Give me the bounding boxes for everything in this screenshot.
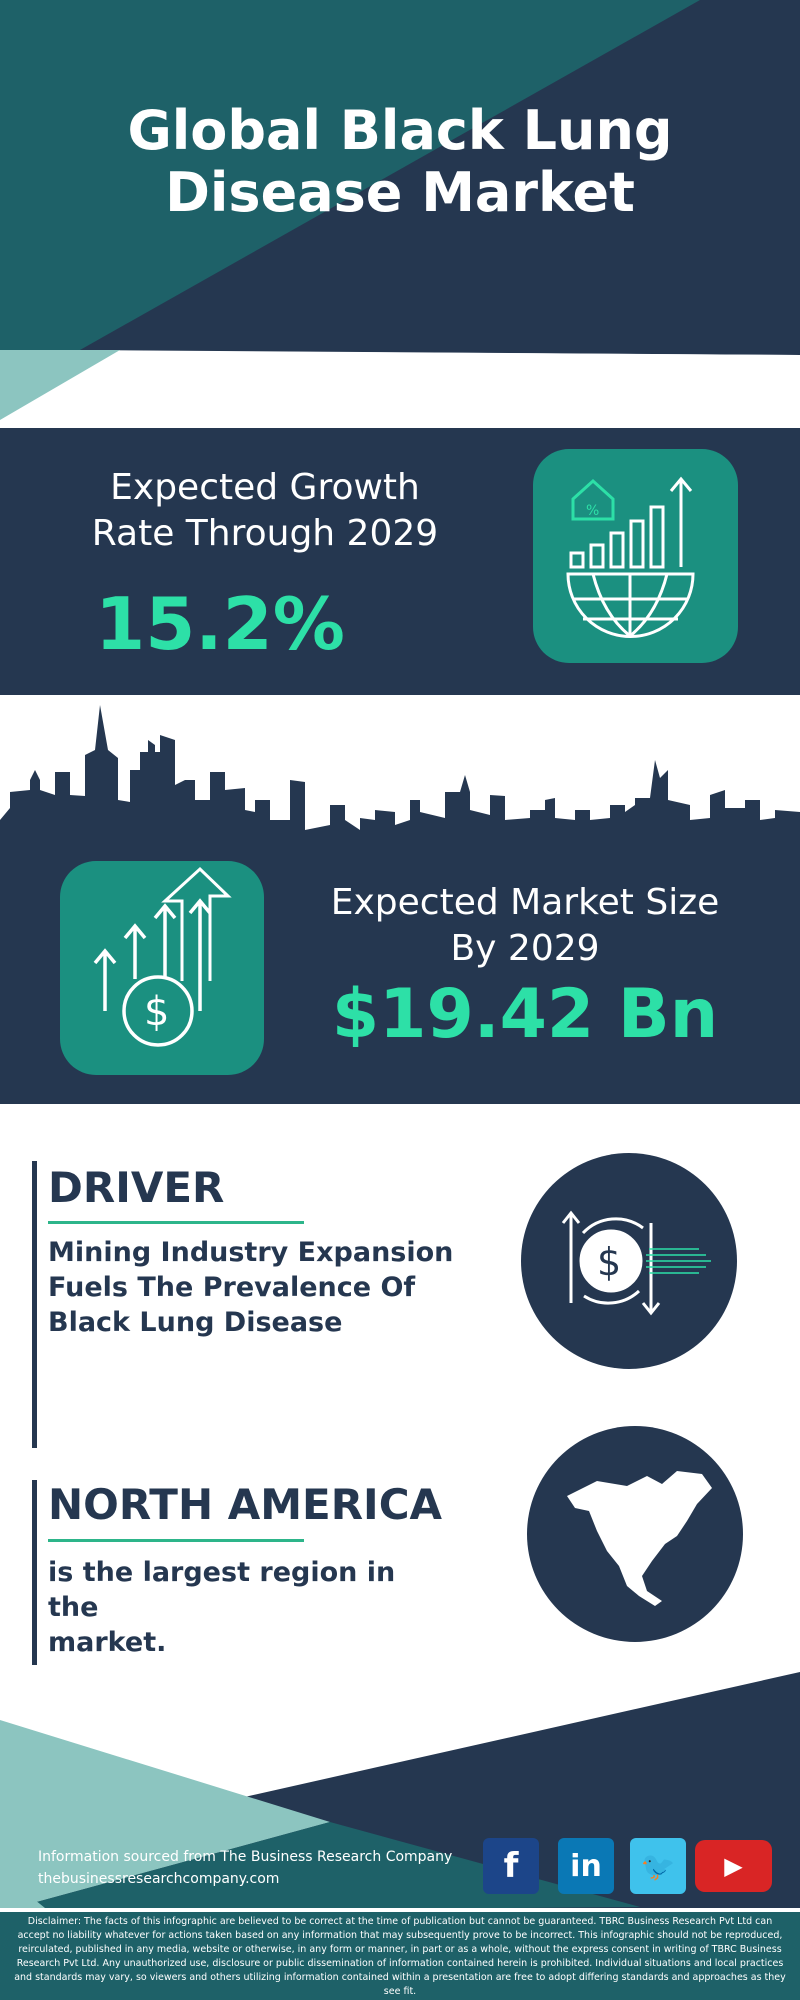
market-icon-box: $ [60,861,264,1075]
region-icon-circle [527,1426,743,1642]
facebook-icon[interactable]: f [483,1838,539,1894]
dollar-growth-arrows-icon: $ [93,866,232,1047]
svg-text:%: % [586,503,599,519]
header-background [0,0,800,430]
dollar-exchange-icon: $ [561,1210,711,1316]
region-heading: NORTH AMERICA [48,1480,443,1529]
region-text: is the largest region in the market. [48,1557,396,1658]
driver-text: Mining Industry Expansion Fuels The Preva… [48,1237,454,1338]
driver-icon-circle: $ [521,1153,737,1369]
growth-label: Expected Growth Rate Through 2029 [91,467,439,554]
source-info: Information sourced from The Business Re… [38,1846,452,1890]
driver-underline [48,1221,304,1224]
youtube-icon[interactable]: ▶ [695,1840,772,1892]
market-size-label: Expected Market Size By 2029 [330,882,720,969]
north-america-map-icon [567,1471,712,1606]
globe-growth-chart-icon: % [566,476,695,638]
page-title: Global Black Lung Disease Market [127,99,673,224]
svg-text:$: $ [597,1240,621,1284]
market-size-value: $19.42 Bn [331,975,719,1054]
driver-heading: DRIVER [48,1163,225,1212]
region-bar [32,1480,37,1665]
disclaimer: Disclaimer: The facts of this infographi… [14,1916,786,1997]
city-skyline [0,705,800,852]
twitter-icon[interactable]: 🐦 [630,1838,686,1894]
svg-text:$: $ [144,989,169,1035]
linkedin-icon[interactable]: in [558,1838,614,1894]
growth-icon-box: % [533,449,738,663]
growth-value: 15.2% [95,582,345,666]
region-underline [48,1539,304,1542]
driver-bar [32,1161,37,1448]
website-link[interactable]: thebusinessresearchcompany.com [38,1871,280,1887]
